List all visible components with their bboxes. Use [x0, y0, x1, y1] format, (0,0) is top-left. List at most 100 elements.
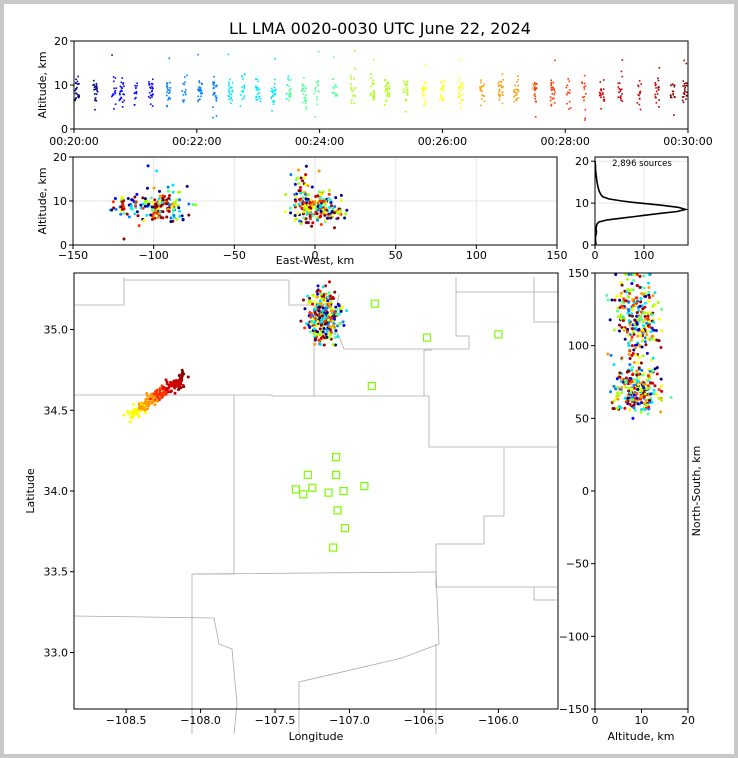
source-point	[198, 81, 201, 84]
source-point	[440, 81, 442, 84]
source-point	[146, 164, 150, 168]
source-point	[155, 205, 159, 209]
source-point	[640, 401, 644, 405]
source-point	[635, 314, 639, 318]
source-point	[657, 89, 660, 91]
source-point	[640, 83, 642, 85]
source-point	[646, 329, 650, 333]
source-point	[312, 332, 316, 336]
source-point	[240, 94, 242, 96]
source-point	[197, 100, 199, 103]
source-point	[602, 79, 605, 81]
source-point	[310, 300, 314, 304]
ew-axis-tick-label: 100	[466, 249, 487, 262]
source-point	[144, 397, 148, 401]
source-point	[353, 77, 355, 80]
source-point	[660, 398, 664, 402]
source-point	[602, 96, 605, 99]
source-point	[290, 95, 292, 97]
source-point	[646, 312, 650, 316]
source-point	[627, 309, 631, 313]
source-point	[309, 198, 313, 202]
source-point	[672, 90, 675, 93]
source-point	[535, 87, 538, 89]
source-point	[177, 374, 181, 378]
source-point	[158, 388, 162, 392]
source-point	[310, 185, 314, 189]
source-point	[336, 216, 340, 220]
source-point	[120, 197, 124, 201]
source-point	[636, 299, 640, 303]
source-point	[343, 216, 347, 220]
source-point	[215, 85, 217, 88]
source-point	[657, 79, 660, 82]
source-point	[273, 89, 275, 92]
source-point	[317, 190, 321, 194]
source-point	[123, 99, 125, 102]
source-point	[498, 89, 501, 92]
source-point	[439, 88, 442, 90]
source-point	[121, 101, 124, 104]
histogram-count-axis-tick-label: 0	[592, 249, 599, 262]
source-point	[600, 88, 602, 90]
source-point	[74, 98, 77, 100]
source-point	[498, 96, 501, 98]
source-point	[627, 386, 631, 390]
plan-view-panel: −108.5 −108.0 −107.5 −107.0 −106.5 −106.0 33.0…	[24, 272, 559, 743]
source-point	[112, 76, 115, 78]
station-markers	[291, 299, 503, 552]
source-point	[618, 371, 622, 375]
source-point	[647, 285, 651, 289]
source-point	[289, 91, 291, 94]
source-point	[629, 391, 633, 395]
source-point	[122, 82, 125, 84]
source-point	[161, 194, 165, 198]
source-point	[118, 92, 121, 95]
source-point	[112, 80, 115, 83]
source-point	[113, 108, 115, 110]
source-point	[622, 327, 626, 331]
source-point	[169, 86, 172, 89]
source-point	[620, 88, 623, 91]
source-point	[184, 88, 187, 91]
source-point	[443, 79, 446, 82]
source-point	[301, 90, 304, 92]
source-point	[638, 285, 642, 289]
source-point	[405, 81, 408, 84]
source-point	[632, 383, 636, 387]
source-point	[627, 352, 631, 356]
source-point	[324, 332, 328, 336]
source-point	[568, 100, 571, 103]
source-point	[182, 99, 184, 102]
source-point	[143, 197, 147, 201]
source-point	[330, 316, 334, 320]
source-point	[648, 310, 652, 314]
source-point	[331, 343, 335, 347]
source-point	[302, 87, 304, 90]
source-point	[618, 91, 620, 94]
source-point	[634, 346, 638, 350]
source-point	[652, 328, 656, 332]
source-point	[660, 307, 664, 311]
source-point	[96, 89, 98, 92]
source-point	[481, 85, 483, 87]
source-point	[422, 90, 425, 93]
source-point	[332, 324, 336, 328]
source-point	[313, 294, 317, 298]
source-point	[627, 300, 631, 304]
source-point	[649, 330, 653, 334]
source-point	[314, 312, 318, 316]
source-point	[515, 99, 518, 102]
source-point	[308, 296, 312, 300]
source-point	[605, 293, 609, 297]
source-point	[384, 104, 386, 106]
source-point	[325, 321, 329, 325]
source-point	[129, 410, 133, 414]
source-point	[273, 78, 276, 81]
source-point	[631, 327, 635, 331]
source-point	[338, 212, 342, 216]
source-point	[458, 87, 460, 90]
source-point	[483, 95, 486, 97]
source-point	[620, 304, 624, 308]
source-point	[287, 78, 289, 80]
